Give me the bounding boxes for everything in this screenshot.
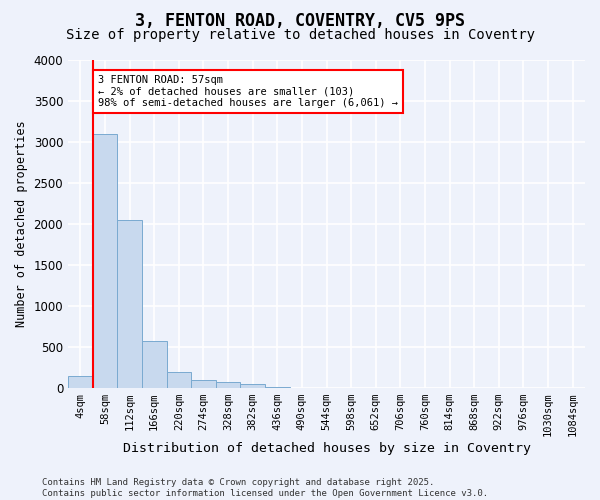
Text: Contains HM Land Registry data © Crown copyright and database right 2025.
Contai: Contains HM Land Registry data © Crown c… [42,478,488,498]
Text: 3, FENTON ROAD, COVENTRY, CV5 9PS: 3, FENTON ROAD, COVENTRY, CV5 9PS [135,12,465,30]
Y-axis label: Number of detached properties: Number of detached properties [15,120,28,327]
Bar [117,220,142,388]
Text: Size of property relative to detached houses in Coventry: Size of property relative to detached ho… [65,28,535,42]
Bar [191,380,216,388]
Bar [241,384,265,388]
Bar [92,134,117,388]
Text: 3 FENTON ROAD: 57sqm
← 2% of detached houses are smaller (103)
98% of semi-detac: 3 FENTON ROAD: 57sqm ← 2% of detached ho… [98,75,398,108]
X-axis label: Distribution of detached houses by size in Coventry: Distribution of detached houses by size … [122,442,530,455]
Bar [167,372,191,388]
Bar [216,382,241,388]
Bar [68,376,92,388]
Bar [142,340,167,388]
